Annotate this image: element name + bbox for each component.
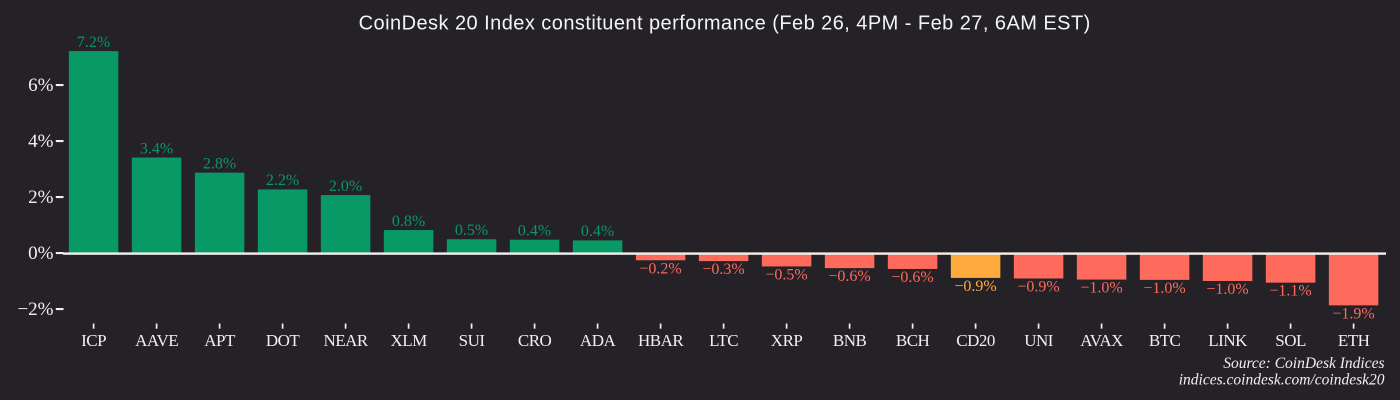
svg-text:NEAR: NEAR [323, 331, 368, 350]
svg-text:−0.9%: −0.9% [1017, 279, 1059, 296]
svg-text:CD20: CD20 [956, 331, 995, 350]
svg-text:2.0%: 2.0% [329, 178, 362, 195]
svg-text:APT: APT [204, 331, 236, 350]
svg-text:ICP: ICP [81, 331, 106, 350]
svg-text:SOL: SOL [1275, 331, 1306, 350]
svg-text:2%: 2% [28, 187, 54, 208]
svg-text:7.2%: 7.2% [77, 34, 110, 51]
svg-text:CRO: CRO [518, 331, 552, 350]
svg-text:−0.9%: −0.9% [954, 278, 996, 295]
svg-text:2.2%: 2.2% [266, 172, 299, 189]
svg-text:6%: 6% [28, 75, 54, 96]
svg-text:−0.5%: −0.5% [765, 266, 807, 283]
svg-text:−1.9%: −1.9% [1332, 305, 1374, 322]
svg-text:0.5%: 0.5% [455, 222, 488, 239]
svg-text:−0.3%: −0.3% [702, 261, 744, 278]
svg-text:−0.2%: −0.2% [639, 260, 681, 277]
svg-text:0.4%: 0.4% [518, 223, 551, 240]
svg-text:CoinDesk 20 Index constituent: CoinDesk 20 Index constituent performanc… [359, 12, 1091, 34]
svg-text:AAVE: AAVE [135, 331, 178, 350]
svg-text:XLM: XLM [390, 331, 427, 350]
svg-text:LINK: LINK [1208, 331, 1248, 350]
svg-text:−1.0%: −1.0% [1080, 280, 1122, 297]
svg-text:−0.6%: −0.6% [891, 269, 933, 286]
svg-text:DOT: DOT [266, 331, 301, 350]
svg-text:0%: 0% [28, 243, 54, 264]
svg-text:−1.0%: −1.0% [1143, 280, 1185, 297]
svg-text:BCH: BCH [896, 331, 930, 350]
svg-text:HBAR: HBAR [638, 331, 684, 350]
svg-text:indices.coindesk.com/coindesk2: indices.coindesk.com/coindesk20 [1179, 371, 1385, 388]
svg-text:2.8%: 2.8% [203, 155, 236, 172]
svg-text:UNI: UNI [1024, 331, 1054, 350]
svg-text:Source: CoinDesk Indices: Source: CoinDesk Indices [1223, 355, 1384, 372]
svg-text:ADA: ADA [580, 331, 617, 350]
svg-text:XRP: XRP [771, 331, 803, 350]
svg-text:−1.1%: −1.1% [1269, 283, 1311, 300]
svg-text:SUI: SUI [459, 331, 486, 350]
svg-text:−1.0%: −1.0% [1206, 281, 1248, 298]
svg-text:BNB: BNB [833, 331, 867, 350]
svg-text:−0.6%: −0.6% [828, 268, 870, 285]
svg-text:BTC: BTC [1149, 331, 1181, 350]
svg-text:3.4%: 3.4% [140, 140, 173, 157]
svg-text:LTC: LTC [709, 331, 738, 350]
svg-text:−2%: −2% [17, 299, 53, 320]
svg-text:AVAX: AVAX [1080, 331, 1123, 350]
svg-text:4%: 4% [28, 131, 54, 152]
svg-text:0.4%: 0.4% [581, 223, 614, 240]
svg-text:ETH: ETH [1338, 331, 1370, 350]
svg-text:0.8%: 0.8% [392, 213, 425, 230]
